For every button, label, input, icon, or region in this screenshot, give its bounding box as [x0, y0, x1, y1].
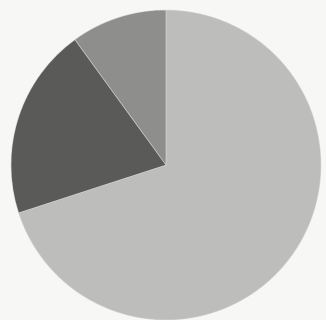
pie-slice-1	[18, 9, 322, 320]
pie-slice-2	[10, 39, 167, 214]
pie-slice-3	[74, 9, 167, 166]
